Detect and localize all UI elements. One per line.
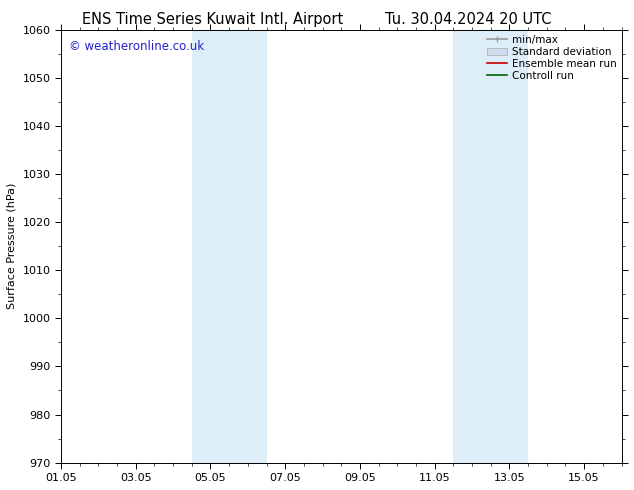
Text: Tu. 30.04.2024 20 UTC: Tu. 30.04.2024 20 UTC (385, 12, 552, 27)
Bar (453, 30, 528, 463)
Y-axis label: Surface Pressure (hPa): Surface Pressure (hPa) (7, 183, 17, 309)
Bar (192, 30, 266, 463)
Text: ENS Time Series Kuwait Intl. Airport: ENS Time Series Kuwait Intl. Airport (82, 12, 344, 27)
Text: © weatheronline.co.uk: © weatheronline.co.uk (70, 41, 205, 53)
Legend: min/max, Standard deviation, Ensemble mean run, Controll run: min/max, Standard deviation, Ensemble me… (486, 35, 616, 81)
